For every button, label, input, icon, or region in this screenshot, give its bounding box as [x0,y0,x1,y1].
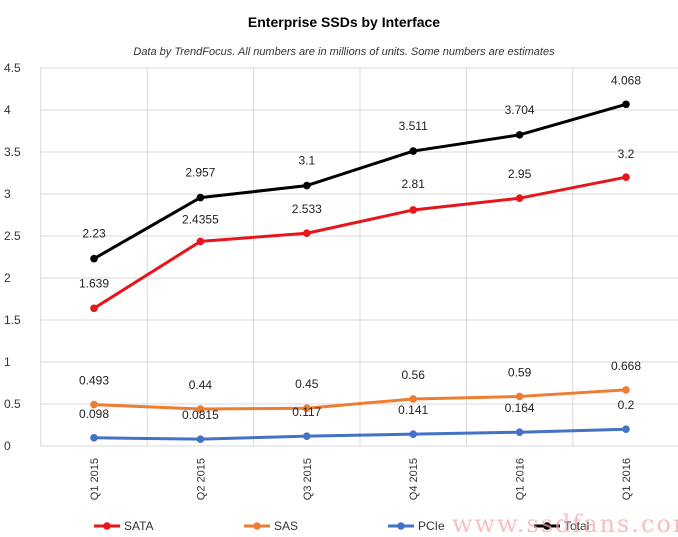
legend-marker-total [543,522,551,530]
data-label-pcie: 0.141 [398,403,428,417]
legend-label-sas: SAS [274,519,298,533]
series-layer [90,100,630,443]
data-label-pcie: 0.0815 [182,408,219,422]
data-point-sata [90,304,98,313]
data-point-sata [196,237,205,246]
y-tick-label: 0.5 [4,397,21,411]
series-line-total [93,102,627,260]
chart-subtitle: Data by TrendFocus. All numbers are in m… [133,46,555,58]
x-tick-label: Q3 2015 [302,458,314,500]
data-point-pcie [622,425,630,434]
series-line-sas [93,388,627,411]
data-point-total [90,254,98,263]
data-point-pcie [515,428,524,437]
legend-label-total: Total [564,519,589,533]
watermark: www.ssdfans.com [452,510,678,537]
data-point-pcie [409,430,418,438]
y-axis: 0 0.5 1 1.5 2 2.5 3 3.5 4 4.5 [4,61,21,453]
data-point-sas [409,395,418,403]
legend-marker-sas [253,522,261,530]
series-line-sata [93,175,627,310]
data-label-total: 4.068 [611,73,641,87]
data-point-total [196,193,205,202]
y-tick-label: 3 [4,187,11,201]
data-label-sata: 2.4355 [182,212,219,226]
data-label-sas: 0.56 [402,368,426,382]
data-point-total [303,181,311,190]
y-tick-label: 2.5 [4,229,21,243]
data-label-sas: 0.493 [79,374,109,388]
data-point-sata [515,194,524,202]
data-label-sata: 2.95 [508,167,532,181]
y-tick-label: 3.5 [4,145,21,159]
data-point-sata [622,173,630,181]
data-label-sata: 2.533 [292,202,322,216]
data-point-total [622,100,630,109]
data-label-sata: 1.639 [79,276,109,290]
data-point-total [409,147,418,155]
data-label-total: 3.1 [298,154,315,168]
data-point-sas [303,404,311,413]
data-label-pcie: 0.164 [505,401,535,415]
y-tick-label: 4.5 [4,61,21,75]
x-tick-label: Q1 2015 [89,458,101,500]
x-tick-label: Q2 2015 [195,458,207,500]
data-point-pcie [196,435,205,443]
x-axis: Q1 2015 Q2 2015 Q3 2015 Q4 2015 Q1 2016 Q1 20… [89,458,633,500]
chart-title: Enterprise SSDs by Interface [248,14,440,30]
legend-marker-pcie [397,522,405,530]
data-point-sas [515,392,524,401]
x-tick-label: Q1 2016 [621,458,633,500]
y-tick-label: 1 [4,355,11,369]
data-label-total: 3.704 [505,103,535,117]
y-tick-label: 2 [4,271,11,285]
data-point-sata [409,206,418,214]
data-point-pcie [90,433,98,442]
legend: SATA SAS PCIe Total [94,519,589,533]
data-label-sas: 0.59 [508,365,532,379]
data-label-sata: 2.81 [402,177,426,191]
data-label-pcie: 0.098 [79,407,109,421]
series-line-pcie [93,427,627,441]
data-label-sas: 0.668 [611,359,641,373]
data-point-sas [90,400,98,409]
data-point-pcie [303,432,311,440]
gridlines [40,67,678,447]
y-tick-label: 1.5 [4,313,21,327]
data-label-total: 2.957 [185,166,215,180]
x-tick-label: Q1 2016 [515,458,527,500]
x-tick-label: Q4 2015 [408,458,420,500]
data-label-sata: 3.2 [618,147,635,161]
data-point-sas [622,386,630,394]
data-label-sas: 0.44 [189,378,213,392]
data-label-pcie: 0.117 [292,405,321,419]
data-point-total [515,131,524,139]
legend-marker-sata [103,522,111,530]
data-labels: 1.639 2.4355 2.533 2.81 2.95 3.2 0.493 0.44 0.45… [79,73,641,422]
data-point-sas [196,405,205,413]
y-tick-label: 0 [4,439,11,453]
data-label-pcie: 0.2 [618,398,635,412]
data-point-sata [303,229,311,238]
data-label-sas: 0.45 [295,377,319,391]
data-label-total: 3.511 [399,119,428,133]
data-label-total: 2.23 [82,227,106,241]
y-tick-label: 4 [4,103,11,117]
legend-label-pcie: PCIe [418,519,445,533]
legend-label-sata: SATA [124,519,154,533]
